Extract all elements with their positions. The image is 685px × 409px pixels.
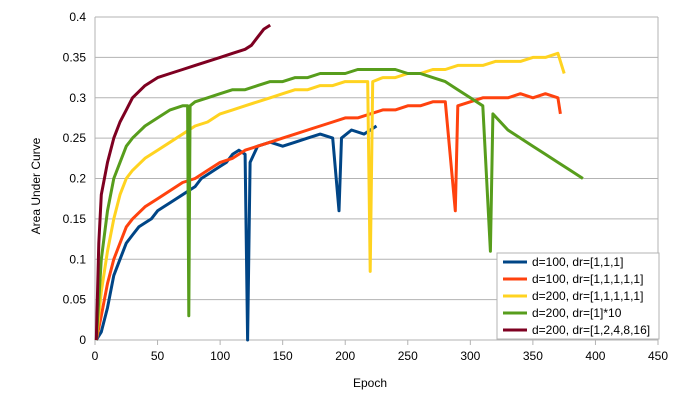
- x-tick-label: 400: [585, 349, 605, 363]
- x-tick-label: 0: [92, 349, 99, 363]
- x-tick-label: 50: [151, 349, 165, 363]
- series-line-5: [94, 23, 272, 341]
- y-tick-label: 0.15: [63, 212, 87, 226]
- y-axis-label: Area Under Curve: [29, 137, 43, 234]
- y-tick-label: 0: [79, 333, 86, 347]
- y-tick-label: 0.3: [69, 91, 86, 105]
- legend-label-3: d=200, dr=[1,1,1,1,1]: [532, 289, 643, 303]
- x-tick-label: 200: [335, 349, 355, 363]
- x-tick-label: 250: [398, 349, 418, 363]
- x-axis-label: Epoch: [353, 376, 387, 390]
- x-axis-ticks: 0 50 100 150 200 250 300 350 400 450: [92, 340, 668, 363]
- series-line-3: [94, 51, 566, 341]
- x-tick-label: 100: [210, 349, 230, 363]
- y-axis-ticks: 0 0.05 0.1 0.15 0.2 0.25 0.3 0.35 0.4: [63, 10, 87, 347]
- y-tick-label: 0.35: [63, 50, 87, 64]
- legend-label-2: d=100, dr=[1,1,1,1,1]: [532, 272, 643, 286]
- y-tick-label: 0.4: [69, 10, 86, 24]
- series-line-1: [95, 124, 378, 342]
- y-tick-label: 0.1: [69, 252, 86, 266]
- y-tick-label: 0.25: [63, 131, 87, 145]
- legend: d=100, dr=[1,1,1] d=100, dr=[1,1,1,1,1] d=…: [496, 252, 660, 340]
- series-line-2: [94, 92, 562, 341]
- legend-label-1: d=100, dr=[1,1,1]: [532, 255, 623, 269]
- x-tick-label: 350: [523, 349, 543, 363]
- y-tick-label: 0.05: [63, 293, 87, 307]
- series-line-4: [94, 68, 584, 341]
- legend-label-4: d=200, dr=[1]*10: [532, 306, 622, 320]
- x-tick-label: 450: [648, 349, 668, 363]
- x-tick-label: 150: [273, 349, 293, 363]
- y-tick-label: 0.2: [69, 172, 86, 186]
- legend-label-5: d=200, dr=[1,2,4,8,16]: [532, 323, 650, 337]
- series-group: [94, 23, 584, 342]
- x-tick-label: 300: [460, 349, 480, 363]
